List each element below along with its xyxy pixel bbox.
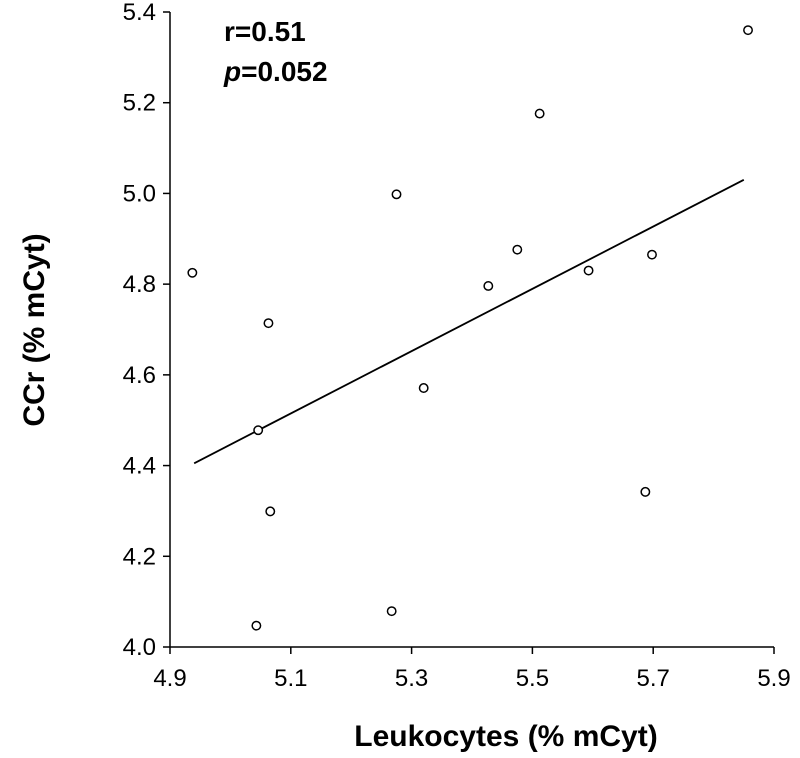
x-tick-label: 5.1 [274, 665, 307, 692]
data-point [640, 486, 651, 497]
data-point [263, 318, 274, 329]
data-point [418, 383, 429, 393]
x-axis-title: Leukocytes (% mCyt) [354, 720, 657, 753]
data-point [187, 267, 198, 278]
x-tick-label: 5.7 [637, 665, 670, 692]
data-point [265, 506, 276, 517]
axes [169, 12, 774, 648]
y-tick-label: 5.0 [123, 180, 156, 207]
data-point [251, 620, 262, 631]
data-point [391, 189, 402, 200]
annotation-p-value: =0.052 [241, 56, 327, 87]
y-tick-label: 5.2 [123, 90, 156, 117]
x-ticks: 4.9 5.1 5.3 5.5 5.7 5.9 [153, 647, 791, 692]
x-tick-label: 5.5 [516, 665, 549, 692]
y-tick-label: 4.6 [123, 362, 156, 389]
y-ticks: 4.0 4.2 4.4 4.6 4.8 5.0 5.2 5.4 [123, 0, 170, 661]
y-tick-label: 4.0 [123, 634, 156, 661]
y-tick-label: 5.4 [123, 0, 156, 26]
x-tick-label: 5.9 [757, 665, 790, 692]
trendline [193, 179, 745, 465]
x-tick-label: 5.3 [395, 665, 428, 692]
data-point [483, 281, 494, 291]
y-axis-title: CCr (% mCyt) [18, 233, 51, 426]
x-tick-label: 4.9 [153, 665, 186, 692]
y-tick-label: 4.4 [123, 453, 156, 480]
data-point [386, 606, 397, 617]
annotation-p-label: p [223, 56, 241, 87]
data-point [647, 249, 657, 260]
data-points [187, 25, 753, 631]
data-point [253, 425, 264, 436]
data-point [512, 244, 523, 255]
annotation-r: r=0.51 [224, 16, 306, 47]
data-point [743, 25, 753, 36]
annotation-p: p=0.052 [223, 56, 328, 87]
data-point [583, 265, 594, 276]
data-point [534, 108, 545, 119]
y-tick-label: 4.2 [123, 543, 156, 570]
y-tick-label: 4.8 [123, 271, 156, 298]
